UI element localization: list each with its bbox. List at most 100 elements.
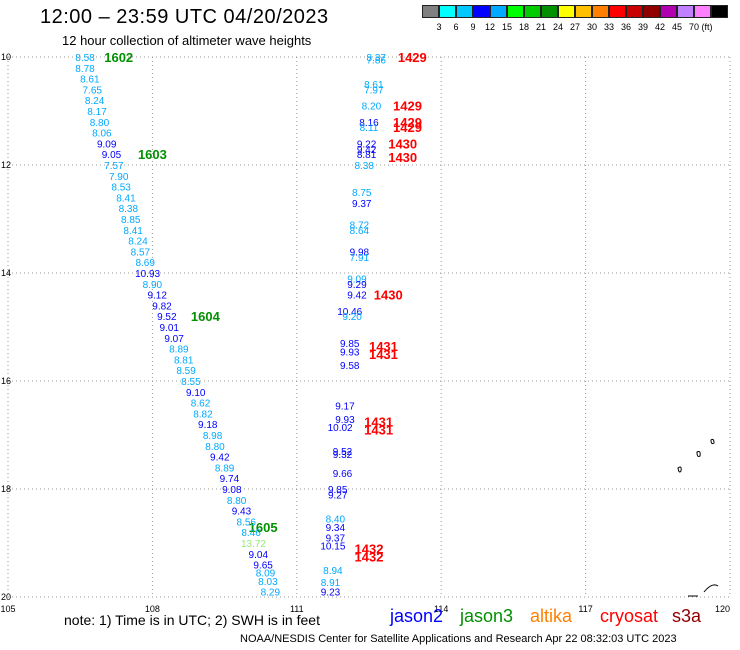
wave-height-value: 8.06 [92,129,112,140]
wave-height-value: 8.37 [366,53,386,64]
color-scale-swatch [677,5,694,18]
track-pass-label: 1431 [364,415,393,430]
wave-height-value: 9.65 [253,561,273,572]
track-pass-label: 1430 [388,136,417,151]
wave-height-value: 9.42 [357,145,377,156]
wave-height-value: 8.41 [123,226,143,237]
wave-height-value: 9.42 [347,291,367,302]
track-pass-label: 1431 [364,423,393,438]
track-pass-label: 1429 [393,99,422,114]
wave-height-value: 9.12 [147,291,167,302]
wave-height-value: 9.22 [357,139,377,150]
track-pass-label: 1432 [355,550,384,565]
wave-height-value: 9.66 [333,469,353,480]
wave-height-value: 9.04 [249,550,269,561]
wave-height-value: 9.07 [164,334,184,345]
wave-height-value: 8.94 [323,566,343,577]
wave-height-value: 9.42 [210,453,230,464]
track-pass-label: 1604 [191,309,221,324]
wave-height-value: 8.64 [350,226,370,237]
wave-height-value: 8.80 [205,442,225,453]
wave-height-value: 9.01 [160,323,180,334]
wave-height-value: 9.09 [97,139,117,150]
wave-height-value: 8.17 [87,107,107,118]
wave-height-value: 9.82 [152,301,172,312]
legend-item-jason2: jason2 [390,606,444,626]
color-scale-swatch [592,5,609,18]
color-scale-swatch [660,5,677,18]
wave-height-value: 9.10 [186,388,206,399]
color-scale-swatch [643,5,660,18]
track-pass-label: 1430 [388,150,417,165]
color-scale-swatch [507,5,524,18]
track-labels: 1602160316041605142914291429142914301430… [104,50,427,565]
wave-height-value: 9.18 [198,420,218,431]
wave-height-value: 9.23 [321,588,341,599]
wave-height-value: 9.05 [102,150,122,161]
color-scale-label: 21 [535,22,546,32]
wave-height-value: 8.81 [174,355,194,366]
color-scale-label: 6 [453,22,459,32]
wave-height-value: 9.85 [340,339,360,350]
track-pass-label: 1429 [398,50,427,65]
wave-height-value: 8.20 [362,102,382,113]
wave-height-value: 8.61 [80,75,100,86]
wave-height-value: 8.29 [261,588,281,599]
wave-height-value: 10.93 [135,269,160,280]
wave-height-value: 9.34 [326,523,346,534]
color-scale-label: 9 [470,22,476,32]
color-scale-swatch [524,5,541,18]
wave-height-value: 10.15 [320,542,345,553]
wave-height-value: 9.85 [328,485,348,496]
color-scale-label: 30 [586,22,597,32]
legend-item-altika: altika [530,606,573,626]
lat-tick-label: 12 [1,160,11,170]
lat-tick-label: 16 [1,376,11,386]
track-pass-label: 1603 [138,147,167,162]
color-scale-swatch [456,5,473,18]
legend-item-jason3: jason3 [460,606,514,626]
wave-height-value: 7.65 [82,85,102,96]
color-scale-swatch [575,5,592,18]
wave-height-value: 8.82 [193,409,213,420]
wave-height-value: 8.85 [121,215,141,226]
wave-height-value: 7.57 [104,161,124,172]
wave-height-value: 9.74 [220,474,240,485]
wave-height-value: 8.81 [357,150,377,161]
color-scale-label: 18 [518,22,529,32]
wave-height-value: 8.55 [181,377,201,388]
axis-ticks: 105 108 111 114 117 120 10 12 14 16 18 20 [0,52,730,614]
wave-height-value: 8.72 [350,220,370,231]
color-scale-label: 15 [501,22,512,32]
lon-tick-label: 120 [715,604,730,614]
wave-height-value: 9.09 [347,274,367,285]
wave-height-value: 9.27 [328,490,348,501]
color-scale-label: 42 [654,22,665,32]
lon-tick-label: 108 [145,604,160,614]
wave-height-points: 8.588.788.617.658.248.178.808.069.099.05… [75,53,386,599]
color-scale-swatch [626,5,643,18]
wave-height-value: 8.75 [352,188,372,199]
color-scale-label: 27 [569,22,580,32]
wave-height-value: 9.37 [352,199,372,210]
track-pass-label: 1431 [369,347,398,362]
wave-height-value: 8.41 [116,193,136,204]
lat-tick-label: 20 [1,592,11,602]
color-scale-label: 24 [552,22,563,32]
wave-height-value: 8.56 [237,517,257,528]
wave-height-value: 9.52 [333,447,353,458]
wave-height-value: 8.38 [354,161,374,172]
wave-height-value: 9.08 [222,485,242,496]
wave-height-value: 8.69 [135,258,155,269]
color-scale-swatch [694,5,711,18]
wave-height-value: 10.02 [328,423,353,434]
color-scale-swatch [422,5,439,18]
wave-height-value: 8.57 [131,247,151,258]
wave-height-value: 8.53 [111,183,131,194]
legend-item-cryosat: cryosat [600,606,659,626]
wave-height-value: 9.52 [157,312,177,323]
wave-height-value: 8.91 [321,578,341,589]
wave-height-value: 7.91 [350,253,370,264]
wave-height-value: 10.46 [337,307,362,318]
